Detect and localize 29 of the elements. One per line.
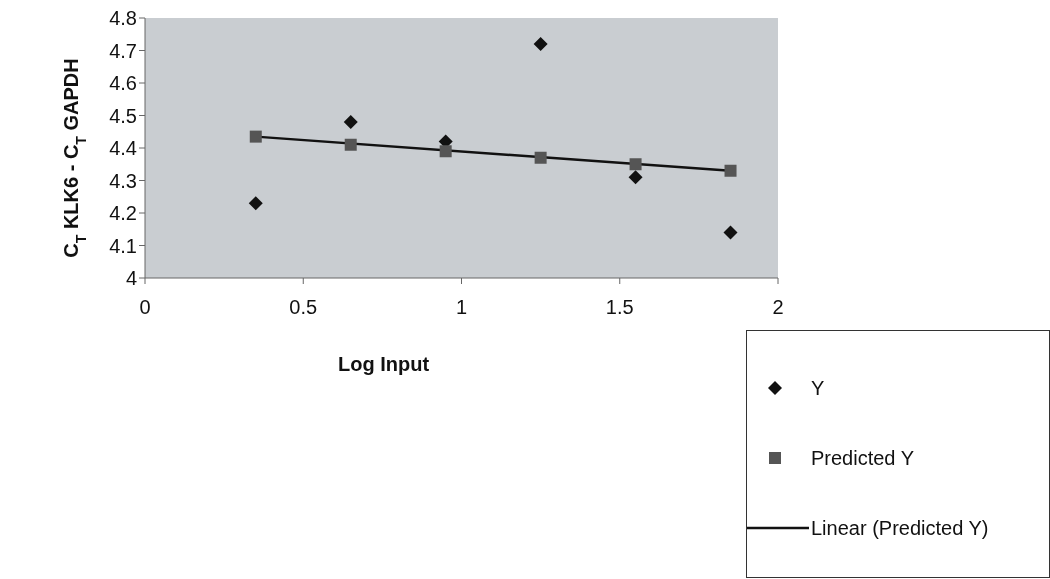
x-axis-title: Log Input (338, 353, 430, 376)
y-tick-label: 4.1 (109, 234, 137, 257)
point (629, 158, 642, 171)
point (439, 145, 452, 158)
legend-label: Y (811, 376, 825, 400)
x-tick-label: 0.5 (289, 296, 318, 319)
y-tick-label: 4.6 (109, 72, 137, 95)
y-tick-label: 4.8 (109, 7, 137, 30)
legend-label: Predicted Y (811, 446, 915, 470)
x-tick-label: 0 (139, 296, 151, 319)
point (534, 151, 547, 164)
y-tick-label: 4.7 (109, 39, 137, 62)
y-tick-label: 4.2 (109, 202, 137, 225)
point (249, 130, 262, 143)
legend-label: Linear (Predicted Y) (811, 516, 989, 540)
x-tick-label: 1.5 (605, 296, 634, 319)
point (724, 164, 737, 177)
point (343, 115, 358, 129)
x-tick-label: 1 (455, 296, 468, 319)
point (344, 138, 357, 151)
point (533, 37, 548, 51)
x-tick-label: 2 (772, 296, 784, 319)
point (723, 225, 738, 240)
y-tick-label: 4.5 (109, 104, 137, 127)
point (628, 170, 643, 185)
y-tick-label: 4 (125, 267, 137, 290)
y-tick-label: 4.4 (109, 137, 137, 160)
y-tick-label: 4.3 (109, 169, 137, 192)
point (248, 196, 263, 211)
